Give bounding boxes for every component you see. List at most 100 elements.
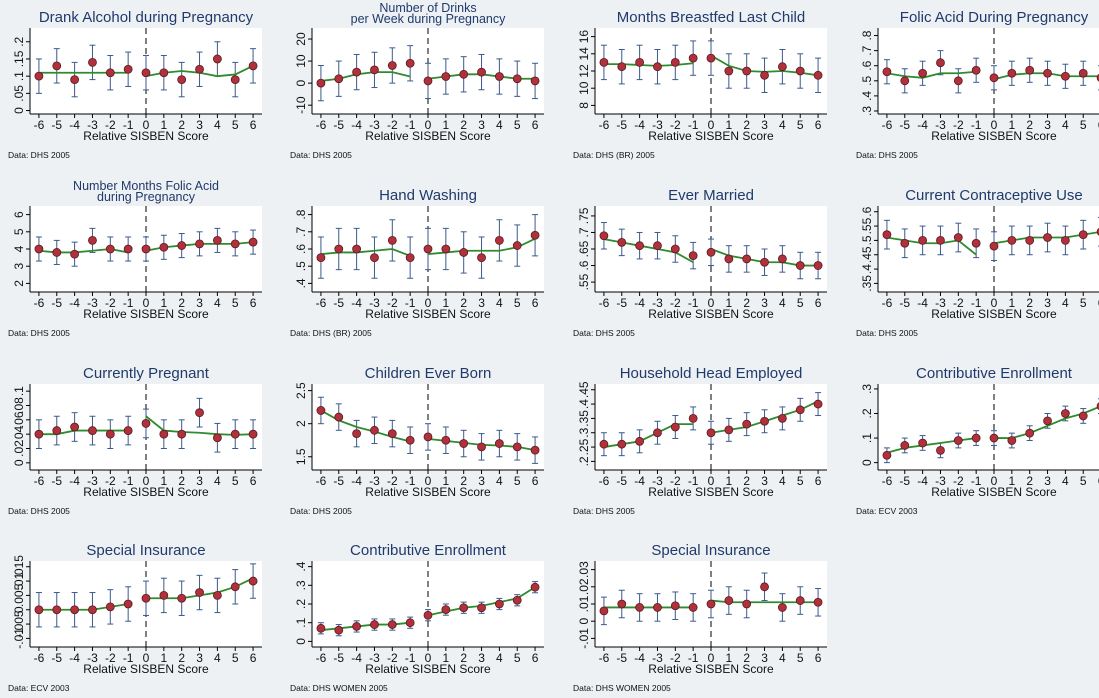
x-tick-label: 5 (232, 651, 239, 665)
x-axis-label: Relative SISBEN Score (83, 662, 209, 676)
x-tick-label: -5 (51, 474, 62, 488)
x-tick-label: -3 (87, 296, 98, 310)
x-tick-label: -4 (351, 651, 362, 665)
data-point (230, 75, 240, 84)
data-point (670, 422, 680, 432)
y-tick-label: .1 (12, 71, 26, 81)
data-point (617, 439, 627, 449)
data-point (653, 62, 662, 72)
x-tick-label: 3 (196, 296, 203, 310)
data-note: Data: DHS (BR) 2005 (573, 150, 655, 160)
data-point (900, 76, 910, 86)
data-point (159, 242, 169, 252)
data-point (635, 436, 645, 446)
data-point (70, 249, 80, 259)
y-tick-label: .4 (294, 278, 308, 288)
data-point (918, 68, 928, 78)
data-point (316, 623, 326, 633)
x-tick-label: 4 (496, 651, 503, 665)
data-point (530, 582, 540, 592)
x-tick-label: 3 (1044, 118, 1051, 132)
x-tick-label: -2 (387, 474, 398, 488)
y-tick-label: .08 (12, 397, 26, 414)
x-tick-label: 6 (250, 296, 257, 310)
x-tick-label: -6 (882, 474, 893, 488)
x-tick-label: 6 (532, 296, 539, 310)
x-tick-label: -4 (351, 118, 362, 132)
data-point (777, 62, 787, 72)
data-point (212, 235, 222, 245)
y-tick-label: .45 (577, 381, 591, 398)
x-tick-label: 1 (443, 474, 450, 488)
x-tick-label: -2 (105, 118, 116, 132)
x-tick-label: -1 (123, 296, 134, 310)
x-tick-label: -2 (105, 474, 116, 488)
x-tick-label: 3 (196, 651, 203, 665)
x-tick-label: -4 (634, 651, 645, 665)
x-tick-label: 4 (779, 651, 786, 665)
y-tick-label: .1 (294, 617, 308, 627)
x-tick-label: -3 (652, 296, 663, 310)
x-tick-label: 4 (214, 651, 221, 665)
data-point (477, 442, 486, 452)
x-tick-label: -5 (333, 296, 344, 310)
data-point (617, 599, 627, 609)
x-tick-label: -4 (917, 296, 928, 310)
plot-area (878, 384, 1099, 470)
x-tick-label: 1 (726, 474, 733, 488)
data-point (34, 244, 44, 254)
data-point (530, 230, 540, 240)
x-tick-label: -4 (634, 474, 645, 488)
data-point (635, 241, 645, 251)
data-point (1025, 65, 1035, 75)
x-tick-label: 2 (743, 474, 750, 488)
data-point (670, 58, 680, 67)
y-tick-label: .7 (860, 45, 874, 55)
data-point (918, 235, 928, 245)
x-tick-label: -5 (51, 118, 62, 132)
data-point (599, 58, 609, 67)
y-tick-label: .75 (577, 207, 591, 224)
data-point (88, 235, 97, 245)
x-tick-label: 4 (214, 296, 221, 310)
data-point (123, 64, 133, 74)
x-tick-label: 5 (797, 651, 804, 665)
x-tick-label: -6 (882, 296, 893, 310)
x-tick-label: 0 (143, 118, 150, 132)
data-point (370, 65, 379, 75)
data-point (370, 253, 379, 263)
x-tick-label: -5 (51, 296, 62, 310)
y-tick-label: .6 (294, 244, 308, 254)
chart-title: per Week during Pregnancy (351, 12, 506, 26)
data-point (177, 75, 187, 84)
y-tick-label: 5 (12, 228, 26, 235)
x-tick-label: 3 (761, 296, 768, 310)
x-tick-label: 4 (1062, 296, 1069, 310)
x-tick-label: -3 (87, 474, 98, 488)
x-tick-label: -5 (616, 474, 627, 488)
x-axis-label: Relative SISBEN Score (931, 485, 1057, 499)
x-tick-label: -1 (123, 118, 134, 132)
y-tick-label: 2 (12, 280, 26, 287)
data-note: Data: DHS 2005 (856, 150, 918, 160)
x-tick-label: -6 (316, 474, 327, 488)
y-tick-label: .06 (12, 411, 26, 428)
x-tick-label: -4 (69, 474, 80, 488)
x-tick-label: -2 (670, 474, 681, 488)
data-point (670, 244, 680, 254)
data-point (159, 68, 169, 78)
data-point (900, 238, 910, 248)
chart-title: Contributive Enrollment (916, 365, 1073, 382)
data-point (141, 244, 151, 254)
x-tick-label: 5 (797, 118, 804, 132)
x-tick-label: -3 (369, 474, 380, 488)
data-point (688, 251, 698, 261)
data-point (1060, 409, 1070, 418)
data-point (316, 253, 326, 263)
y-tick-label: 0 (12, 459, 26, 466)
data-point (971, 65, 981, 75)
x-tick-label: 5 (1080, 118, 1087, 132)
data-point (494, 439, 504, 448)
x-tick-label: 5 (797, 296, 804, 310)
